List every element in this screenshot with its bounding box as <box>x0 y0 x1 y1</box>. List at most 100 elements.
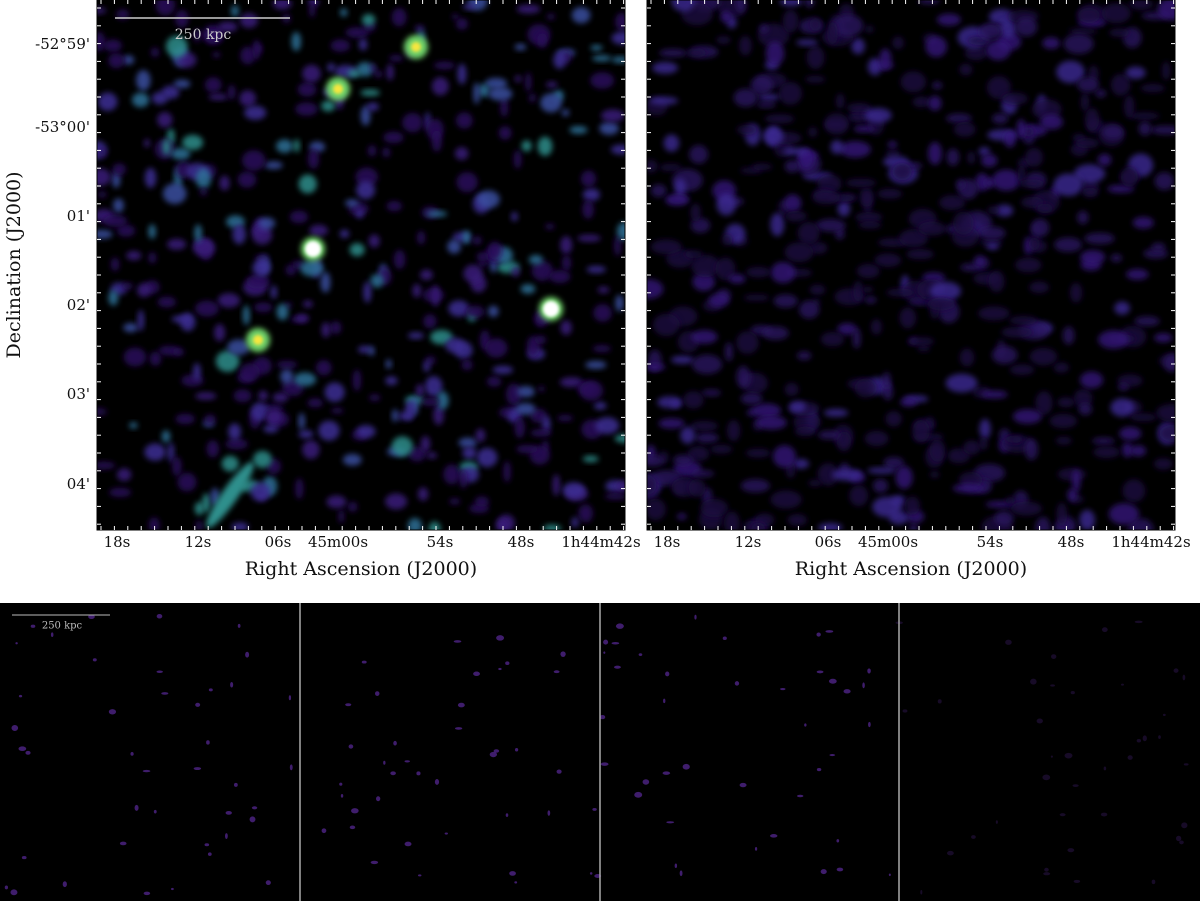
emission <box>340 794 344 798</box>
emission <box>1078 403 1093 416</box>
emission <box>110 257 120 272</box>
emission <box>242 150 266 171</box>
emission <box>475 428 486 443</box>
emission <box>1120 683 1124 686</box>
emission <box>327 63 336 72</box>
emission <box>172 456 182 477</box>
emission <box>1098 330 1129 349</box>
emission <box>995 204 1014 217</box>
emission <box>684 250 703 259</box>
x-tick-label: 54s <box>977 533 1004 551</box>
emission <box>541 416 551 433</box>
emission <box>151 91 168 105</box>
emission <box>356 181 376 200</box>
emission <box>1074 164 1106 183</box>
emission <box>520 284 536 294</box>
emission <box>1051 654 1057 659</box>
emission <box>862 286 874 293</box>
emission <box>320 271 331 293</box>
emission <box>428 521 441 530</box>
emission <box>945 113 973 124</box>
emission <box>685 48 707 58</box>
emission <box>254 255 269 262</box>
emission <box>265 409 283 425</box>
emission <box>361 13 376 26</box>
emission <box>242 305 250 326</box>
emission <box>206 740 210 745</box>
emission <box>647 159 658 173</box>
y-tick-label: -52°59' <box>35 35 90 53</box>
emission <box>1124 95 1135 118</box>
emission <box>978 147 991 156</box>
emission <box>215 350 240 372</box>
emission <box>547 810 551 816</box>
emission <box>233 389 252 403</box>
emission <box>134 804 139 811</box>
emission <box>659 163 682 172</box>
emission <box>433 405 444 426</box>
emission <box>251 225 273 245</box>
emission <box>204 414 216 425</box>
emission <box>324 382 345 403</box>
y-tick-label: 03' <box>67 385 90 403</box>
emission <box>156 613 163 619</box>
emission <box>195 520 203 530</box>
emission <box>462 3 477 10</box>
emission <box>448 300 470 317</box>
emission <box>193 767 202 771</box>
emission <box>436 391 449 410</box>
emission <box>385 376 398 386</box>
emission <box>199 188 208 196</box>
emission <box>557 414 574 422</box>
emission <box>207 852 212 856</box>
emission <box>97 461 116 470</box>
emission <box>885 149 901 158</box>
emission <box>454 147 469 161</box>
emission <box>736 331 759 355</box>
emission <box>318 420 340 441</box>
emission <box>952 483 984 493</box>
emission <box>239 13 259 29</box>
emission <box>239 363 260 382</box>
emission <box>899 229 929 248</box>
emission <box>676 513 687 520</box>
emission <box>979 23 1002 40</box>
emission <box>715 257 736 281</box>
emission <box>939 195 966 211</box>
emission <box>690 420 719 432</box>
source-core <box>411 42 421 52</box>
emission <box>293 139 300 153</box>
emission <box>1001 92 1028 105</box>
emission <box>253 450 272 469</box>
emission <box>740 392 763 405</box>
emission <box>642 779 650 785</box>
emission <box>217 293 241 308</box>
emission <box>577 234 601 242</box>
emission <box>108 53 125 69</box>
emission <box>528 254 544 265</box>
x-tick-label: 48s <box>508 533 535 551</box>
emission <box>929 471 940 478</box>
emission <box>1095 89 1107 98</box>
emission <box>404 841 412 847</box>
emission <box>231 522 249 530</box>
emission <box>162 183 187 205</box>
emission <box>97 168 111 187</box>
emission <box>143 891 151 896</box>
emission <box>778 81 803 105</box>
emission <box>582 455 599 463</box>
emission <box>244 105 267 120</box>
emission <box>166 238 187 250</box>
emission <box>345 703 352 707</box>
emission <box>249 816 256 823</box>
emission <box>97 229 113 239</box>
emission <box>204 28 223 45</box>
emission <box>892 36 904 50</box>
emission <box>360 89 381 97</box>
emission <box>1132 216 1154 229</box>
emission <box>309 224 329 237</box>
emission <box>745 266 771 278</box>
emission <box>1030 678 1037 685</box>
emission <box>751 403 782 419</box>
emission <box>758 93 780 101</box>
